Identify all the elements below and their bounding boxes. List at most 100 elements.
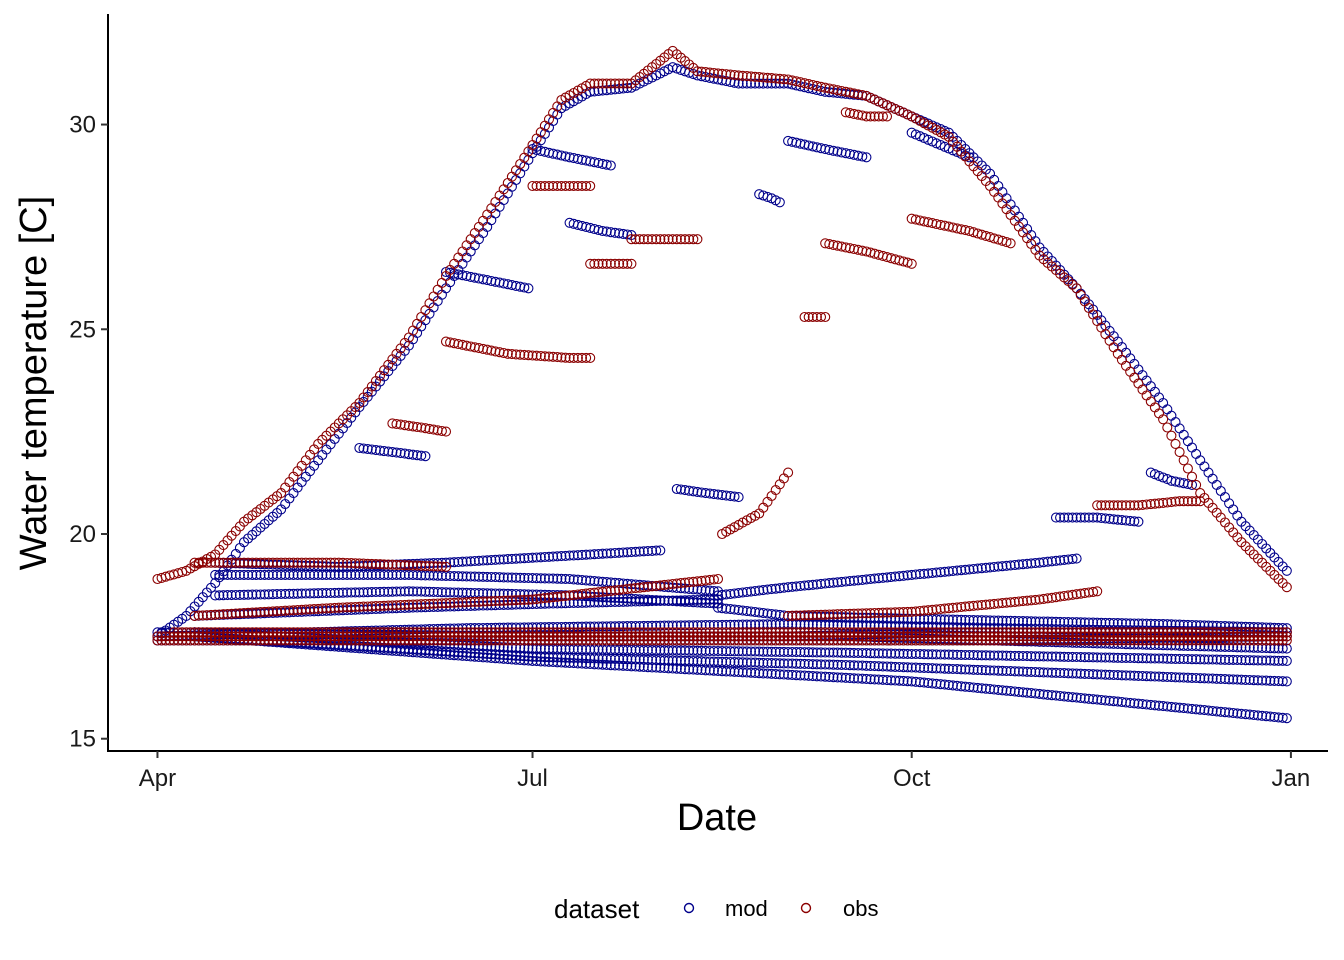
data-point-mod bbox=[815, 647, 827, 658]
data-point-mod bbox=[280, 588, 291, 599]
data-point-mod bbox=[403, 646, 414, 657]
data-point-obs bbox=[403, 627, 414, 638]
data-point-obs bbox=[696, 66, 707, 77]
data-point-obs bbox=[585, 588, 596, 599]
data-point-obs bbox=[337, 627, 348, 638]
data-point-mod bbox=[403, 569, 414, 580]
data-point-mod bbox=[1001, 665, 1012, 677]
data-point-mod bbox=[725, 588, 736, 600]
data-point-mod bbox=[1277, 676, 1288, 687]
data-point-obs bbox=[226, 557, 237, 568]
data-point-mod bbox=[350, 642, 361, 654]
data-point-mod bbox=[725, 619, 736, 630]
data-point-mod bbox=[1017, 687, 1029, 698]
data-point-obs bbox=[329, 602, 340, 613]
data-point-obs bbox=[820, 311, 831, 323]
data-point-obs bbox=[1182, 496, 1193, 507]
data-point-mod bbox=[886, 571, 897, 583]
data-point-obs bbox=[300, 604, 311, 615]
data-point-obs bbox=[230, 608, 241, 619]
data-point-mod bbox=[1125, 697, 1136, 708]
data-point-obs bbox=[1149, 498, 1160, 509]
data-point-mod bbox=[407, 647, 419, 658]
data-point-mod bbox=[560, 151, 571, 162]
data-point-mod bbox=[1038, 616, 1049, 627]
data-point-mod bbox=[1034, 616, 1045, 627]
data-point-mod bbox=[820, 671, 831, 682]
data-point-obs bbox=[383, 627, 394, 638]
data-point-mod bbox=[931, 663, 942, 674]
data-point-obs bbox=[457, 246, 468, 257]
data-point-mod bbox=[614, 547, 625, 558]
data-point-mod bbox=[581, 549, 592, 560]
data-point-mod bbox=[667, 655, 678, 666]
data-point-obs bbox=[1013, 596, 1024, 607]
data-point-mod bbox=[914, 569, 926, 580]
data-point-obs bbox=[432, 561, 443, 572]
data-point-mod bbox=[712, 590, 724, 601]
data-point-mod bbox=[663, 663, 674, 674]
data-point-mod bbox=[1104, 513, 1115, 524]
data-point-mod bbox=[968, 615, 979, 626]
data-point-mod bbox=[494, 277, 505, 288]
data-point-mod bbox=[1224, 498, 1235, 509]
data-point-mod bbox=[333, 569, 344, 580]
data-point-obs bbox=[614, 78, 625, 89]
data-point-mod bbox=[778, 582, 789, 593]
data-point-mod bbox=[1236, 655, 1247, 666]
data-point-obs bbox=[552, 352, 563, 363]
data-point-mod bbox=[1129, 698, 1140, 709]
data-point-obs bbox=[218, 609, 229, 620]
data-point-obs bbox=[671, 578, 682, 589]
data-point-obs bbox=[671, 234, 682, 245]
data-point-mod bbox=[1248, 709, 1259, 721]
data-point-mod bbox=[865, 648, 876, 659]
data-point-obs bbox=[1281, 627, 1292, 638]
data-point-mod bbox=[1038, 651, 1049, 662]
data-point-mod bbox=[997, 615, 1008, 626]
data-point-obs bbox=[432, 425, 443, 436]
data-point-mod bbox=[1116, 670, 1127, 681]
data-point-obs bbox=[564, 627, 575, 638]
data-point-obs bbox=[358, 601, 369, 612]
data-point-mod bbox=[844, 148, 855, 160]
data-point-mod bbox=[543, 551, 555, 562]
data-point-mod bbox=[1059, 691, 1070, 702]
data-point-obs bbox=[197, 557, 208, 568]
data-point-obs bbox=[473, 596, 484, 607]
data-point-mod bbox=[259, 589, 270, 600]
data-point-mod bbox=[894, 571, 905, 582]
data-point-mod bbox=[350, 587, 361, 598]
data-point-obs bbox=[601, 586, 612, 597]
data-point-obs bbox=[568, 589, 579, 601]
data-point-mod bbox=[1232, 510, 1243, 521]
data-point-obs bbox=[857, 627, 868, 638]
data-point-mod bbox=[1281, 643, 1292, 654]
data-point-mod bbox=[791, 647, 802, 658]
data-point-mod bbox=[1153, 653, 1165, 664]
data-point-mod bbox=[412, 586, 423, 597]
data-point-mod bbox=[700, 585, 711, 596]
data-point-obs bbox=[976, 627, 987, 638]
data-point-mod bbox=[1158, 701, 1169, 712]
data-point-mod bbox=[1042, 616, 1053, 627]
data-point-obs bbox=[729, 627, 740, 638]
data-point-obs bbox=[1030, 594, 1041, 605]
data-point-obs bbox=[692, 627, 703, 638]
data-point-obs bbox=[160, 631, 171, 642]
data-point-obs bbox=[276, 605, 287, 617]
y-tick-label: 25 bbox=[69, 316, 96, 343]
data-point-mod bbox=[276, 569, 287, 580]
data-point-obs bbox=[783, 610, 794, 621]
data-point-mod bbox=[890, 571, 901, 582]
data-point-mod bbox=[1005, 650, 1016, 661]
data-point-mod bbox=[770, 669, 781, 680]
data-point-mod bbox=[783, 646, 794, 658]
data-point-obs bbox=[519, 594, 530, 605]
data-point-mod bbox=[787, 669, 798, 680]
data-point-obs bbox=[407, 599, 419, 610]
data-point-mod bbox=[609, 547, 621, 559]
data-point-obs bbox=[700, 627, 711, 638]
data-point-obs bbox=[758, 627, 769, 638]
data-point-obs bbox=[523, 594, 534, 605]
